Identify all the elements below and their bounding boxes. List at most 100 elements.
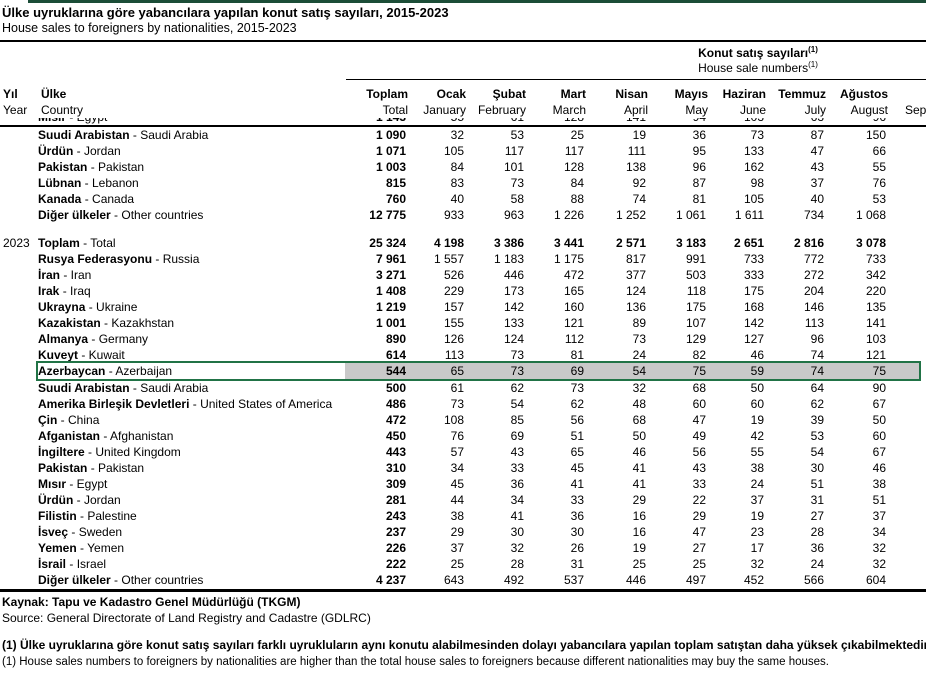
cell-month-value[interactable]: 3 183 <box>675 236 706 250</box>
cell-month-value[interactable]: 29 <box>450 525 464 539</box>
cell-month-value[interactable]: 96 <box>810 332 824 346</box>
cell-clipped-spacer[interactable] <box>892 315 926 331</box>
cell-month-value[interactable]: 2 651 <box>733 236 764 250</box>
table-row[interactable]: Mısır - Egypt 309 45 36 41 41 33 24 51 38 <box>0 476 926 492</box>
cell-month-value[interactable]: 133 <box>743 144 764 158</box>
cell-month-value[interactable]: 44 <box>450 493 464 507</box>
cell-clipped-spacer[interactable] <box>892 347 926 363</box>
cell-total[interactable]: 486 <box>385 397 406 411</box>
table-row[interactable]: Afganistan - Afghanistan 450 76 69 51 50 49 42 5… <box>0 428 926 444</box>
cell-month-value[interactable]: 220 <box>865 284 886 298</box>
cell-month-value[interactable]: 88 <box>570 192 584 206</box>
cell-month-value[interactable]: 51 <box>810 477 824 491</box>
cell-month-value[interactable]: 734 <box>803 208 824 222</box>
cell-month-value[interactable]: 37 <box>750 493 764 507</box>
cell-month-value[interactable]: 19 <box>632 541 646 555</box>
cell-country[interactable]: İsveç - Sweden <box>38 525 123 539</box>
table-row[interactable]: Çin - China 472 108 85 56 68 47 19 39 50 <box>0 412 926 428</box>
table-row[interactable]: Suudi Arabistan - Saudi Arabia 1 090 32 53 2… <box>0 127 926 143</box>
cell-month-value[interactable]: 67 <box>872 445 886 459</box>
cell-month-value[interactable]: 38 <box>450 509 464 523</box>
cell-month-value[interactable]: 69 <box>510 429 524 443</box>
cell-year[interactable] <box>0 428 38 444</box>
cell-clipped-spacer[interactable] <box>892 363 926 380</box>
cell-month-value[interactable]: 65 <box>450 364 464 378</box>
cell-month-value[interactable]: 135 <box>865 300 886 314</box>
table-row[interactable]: Kanada - Canada 760 40 58 88 74 81 105 40 53 <box>0 191 926 207</box>
cell-year[interactable] <box>0 460 38 476</box>
cell-total[interactable]: 25 324 <box>369 236 406 250</box>
cell-month-value[interactable]: 29 <box>632 493 646 507</box>
cell-month-value[interactable]: 55 <box>412 118 470 125</box>
cell-year[interactable] <box>0 267 38 283</box>
cell-year[interactable] <box>0 283 38 299</box>
table-row[interactable]: Ukrayna - Ukraine 1 219 157 142 160 136 175 168… <box>0 299 926 315</box>
cell-month-value[interactable]: 82 <box>692 348 706 362</box>
cell-month-value[interactable]: 22 <box>692 493 706 507</box>
cell-month-value[interactable]: 129 <box>685 332 706 346</box>
cell-month-value[interactable]: 30 <box>570 525 584 539</box>
cell-month-value[interactable]: 2 571 <box>615 236 646 250</box>
cell-month-value[interactable]: 47 <box>692 413 706 427</box>
cell-month-value[interactable]: 36 <box>692 128 706 142</box>
cell-total[interactable]: 1 090 <box>375 128 406 142</box>
cell-month-value[interactable]: 128 <box>563 160 584 174</box>
cell-month-value[interactable]: 28 <box>810 525 824 539</box>
cell-month-value[interactable]: 133 <box>503 316 524 330</box>
cell-month-value[interactable]: 84 <box>570 176 584 190</box>
table-row[interactable]: Rusya Federasyonu - Russia 7 961 1 557 1 18… <box>0 251 926 267</box>
cell-month-value[interactable]: 19 <box>750 509 764 523</box>
cell-month-value[interactable]: 57 <box>450 445 464 459</box>
cell-total[interactable]: 222 <box>385 557 406 571</box>
cell-total[interactable]: 614 <box>385 348 406 362</box>
cell-month-value[interactable]: 446 <box>625 573 646 587</box>
cell-month-value[interactable]: 48 <box>632 397 646 411</box>
cell-month-value[interactable]: 23 <box>750 525 764 539</box>
cell-month-value[interactable]: 41 <box>632 461 646 475</box>
cell-year[interactable] <box>0 127 38 143</box>
cell-month-value[interactable]: 46 <box>872 461 886 475</box>
cell-year[interactable] <box>0 380 38 396</box>
cell-month-value[interactable]: 27 <box>810 509 824 523</box>
cell-month-value[interactable]: 733 <box>865 252 886 266</box>
table-row[interactable]: Diğer ülkeler - Other countries 4 237 643 4… <box>0 572 926 588</box>
cell-month-value[interactable]: 87 <box>692 176 706 190</box>
cell-month-value[interactable]: 127 <box>743 332 764 346</box>
cell-total[interactable]: 309 <box>385 477 406 491</box>
cell-month-value[interactable]: 38 <box>872 477 886 491</box>
cell-clipped-spacer[interactable] <box>892 380 926 396</box>
cell-country[interactable]: İran - Iran <box>38 268 92 282</box>
table-row-selected[interactable]: Azerbaycan - Azerbaijan 544 65 73 69 54 75 59 74… <box>0 361 926 381</box>
cell-month-value[interactable]: 63 <box>770 118 830 125</box>
cell-month-value[interactable]: 76 <box>450 429 464 443</box>
cell-country[interactable]: Amerika Birleşik Devletleri - United Sta… <box>38 397 333 411</box>
cell-month-value[interactable]: 69 <box>570 364 584 378</box>
cell-country[interactable]: İsrail - Israel <box>38 557 107 571</box>
table-row[interactable]: Diğer ülkeler - Other countries 12 775 933… <box>0 207 926 223</box>
cell-month-value[interactable]: 1 068 <box>855 208 886 222</box>
cell-month-value[interactable]: 108 <box>443 413 464 427</box>
cell-month-value[interactable]: 67 <box>872 397 886 411</box>
cell-month-value[interactable]: 73 <box>450 397 464 411</box>
cell-clipped-spacer[interactable] <box>892 235 926 251</box>
cell-month-value[interactable]: 73 <box>632 332 646 346</box>
cell-clipped-spacer[interactable] <box>892 396 926 412</box>
cell-month-value[interactable]: 40 <box>810 192 824 206</box>
table-row[interactable]: Filistin - Palestine 243 38 41 36 16 29 19 27 37 <box>0 508 926 524</box>
cell-month-value[interactable]: 54 <box>810 445 824 459</box>
cell-total[interactable]: 815 <box>385 176 406 190</box>
cell-month-value[interactable]: 1 175 <box>553 252 584 266</box>
cell-clipped-spacer[interactable] <box>892 444 926 460</box>
cell-country[interactable]: Ukrayna - Ukraine <box>38 300 138 314</box>
cell-clipped-spacer[interactable] <box>892 283 926 299</box>
cell-month-value[interactable]: 643 <box>443 573 464 587</box>
cell-month-value[interactable]: 126 <box>443 332 464 346</box>
cell-month-value[interactable]: 62 <box>570 397 584 411</box>
cell-clipped-spacer[interactable] <box>892 428 926 444</box>
cell-year[interactable] <box>0 159 38 175</box>
cell-month-value[interactable]: 24 <box>632 348 646 362</box>
table-row[interactable]: İsveç - Sweden 237 29 30 30 16 47 23 28 34 <box>0 524 926 540</box>
cell-month-value[interactable]: 96 <box>692 160 706 174</box>
cell-total[interactable]: 243 <box>385 509 406 523</box>
cell-month-value[interactable]: 84 <box>450 160 464 174</box>
